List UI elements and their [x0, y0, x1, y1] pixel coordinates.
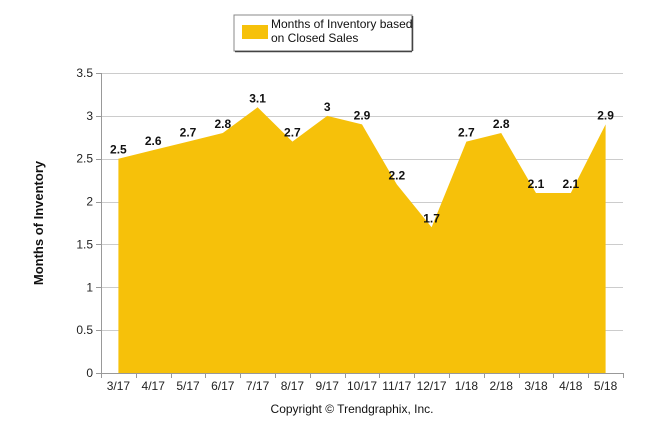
data-label: 2.1: [562, 177, 579, 191]
y-tick-label: 2: [86, 195, 93, 209]
y-tick-label: 2.5: [76, 152, 93, 166]
area-series: [118, 107, 606, 374]
data-label: 2.7: [284, 126, 301, 140]
data-label: 2.2: [388, 168, 405, 182]
x-tick-label: 1/18: [455, 379, 479, 393]
x-tick-label: 6/17: [211, 379, 235, 393]
x-tick-label: 3/17: [107, 379, 131, 393]
y-tick-labels: 0 0.5 1 1.5 2 2.5 3 3.5: [76, 66, 93, 380]
legend-swatch: [242, 25, 268, 39]
data-label: 2.7: [180, 126, 197, 140]
data-label: 3: [324, 100, 331, 114]
data-label: 2.7: [458, 126, 475, 140]
data-label: 3.1: [249, 91, 266, 105]
copyright-footer: Copyright © Trendgraphix, Inc.: [271, 402, 434, 416]
legend: Months of Inventory based on Closed Sale…: [233, 14, 414, 53]
x-tick-label: 10/17: [347, 379, 377, 393]
data-label: 2.5: [110, 143, 127, 157]
y-tick-label: 0.5: [76, 323, 93, 337]
x-tick-label: 4/17: [142, 379, 166, 393]
x-tick-label: 2/18: [490, 379, 514, 393]
x-tick-label: 5/18: [594, 379, 618, 393]
area-fill: [118, 107, 606, 374]
x-tick-label: 12/17: [417, 379, 447, 393]
data-labels: 2.5 2.6 2.7 2.8 3.1 2.7 3 2.9 2.2 1.7 2.7 2.8 2.1 2.1…: [110, 91, 614, 225]
legend-line-2: on Closed Sales: [271, 31, 358, 45]
data-label: 2.8: [214, 117, 231, 131]
y-tick-label: 3: [86, 109, 93, 123]
data-label: 1.7: [423, 211, 440, 225]
data-label: 2.8: [493, 117, 510, 131]
y-axis-title: Months of Inventory: [31, 160, 46, 285]
data-label: 2.6: [145, 134, 162, 148]
x-tick-label: 8/17: [281, 379, 305, 393]
x-tick-label: 11/17: [382, 379, 411, 393]
legend-line-1: Months of Inventory based: [271, 17, 412, 31]
data-label: 2.9: [597, 108, 614, 122]
x-tick-label: 9/17: [316, 379, 340, 393]
x-tick-label: 4/18: [559, 379, 583, 393]
data-label: 2.9: [354, 108, 371, 122]
y-tick-label: 1.5: [76, 237, 93, 251]
axes: [96, 73, 624, 378]
y-tick-label: 1: [86, 280, 93, 294]
data-label: 2.1: [528, 177, 545, 191]
y-tick-label: 3.5: [76, 66, 93, 80]
x-tick-labels: 3/17 4/17 5/17 6/17 7/17 8/17 9/17 10/17 11/17 12…: [107, 379, 618, 393]
x-tick-label: 7/17: [246, 379, 270, 393]
x-tick-label: 3/18: [524, 379, 548, 393]
x-tick-label: 5/17: [176, 379, 200, 393]
y-tick-label: 0: [86, 366, 93, 380]
